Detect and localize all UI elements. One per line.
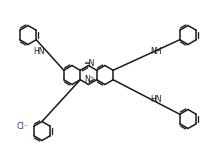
Text: NH: NH xyxy=(150,48,162,57)
Text: ═N: ═N xyxy=(84,59,95,68)
Text: N⁺: N⁺ xyxy=(84,75,94,84)
Text: Cl⁻: Cl⁻ xyxy=(17,122,29,131)
Text: HN: HN xyxy=(33,48,45,57)
Text: HN: HN xyxy=(150,95,162,105)
